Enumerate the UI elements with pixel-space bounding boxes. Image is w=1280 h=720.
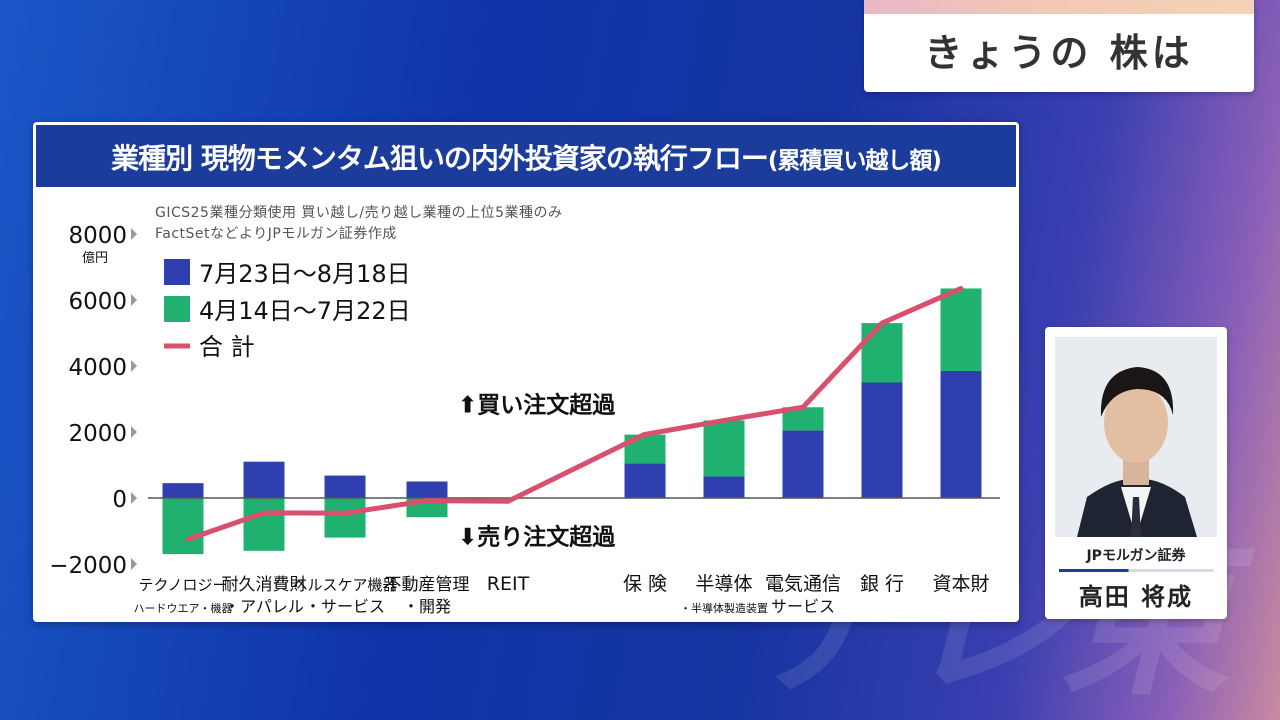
- bar: [782, 407, 824, 431]
- bar: [406, 481, 448, 498]
- chart-title: 業種別 現物モメンタム狙いの内外投資家の執行フロー(累積買い越し額): [36, 137, 1016, 177]
- y-tick-label: 8000: [68, 223, 127, 249]
- bar: [162, 498, 204, 555]
- analyst-company: JPモルガン証券: [1086, 548, 1186, 564]
- y-tick-marker: [131, 360, 137, 372]
- y-tick-label: 2000: [68, 421, 127, 447]
- bar: [243, 498, 285, 551]
- x-tick-label: 耐久消費財: [222, 575, 307, 595]
- x-tick-label: 保 険: [623, 573, 667, 595]
- x-tick-label: 半導体: [695, 573, 752, 595]
- legend-label: 7月23日〜8月18日: [199, 260, 411, 288]
- annotation: ⬆買い注文超過: [458, 391, 616, 418]
- x-tick-label: 電気通信: [765, 573, 841, 595]
- chart-note: FactSetなどよりJPモルガン証券作成: [155, 226, 397, 242]
- total-line: [185, 285, 964, 542]
- analyst-name: 高田 将成: [1078, 583, 1194, 611]
- program-title: きょうの 株は: [924, 31, 1194, 75]
- legend-label: 4月14日〜7月22日: [199, 297, 411, 325]
- x-tick-label: 資本財: [932, 573, 989, 595]
- legend-swatch: [164, 259, 190, 285]
- bar: [324, 475, 366, 498]
- x-tick-sublabel: ・アパレル: [224, 597, 304, 616]
- chart-title-bar: 業種別 現物モメンタム狙いの内外投資家の執行フロー(累積買い越し額): [36, 125, 1016, 187]
- bar: [782, 430, 824, 498]
- bar: [861, 382, 903, 498]
- bar: [624, 463, 666, 498]
- y-axis-unit: 億円: [82, 250, 108, 266]
- chart-canvas: GICS25業種分類使用 買い越し/売り越し業種の上位5業種のみ FactSetな…: [49, 204, 1000, 616]
- y-tick-label: 6000: [68, 289, 127, 315]
- y-tick-label: 4000: [68, 355, 127, 381]
- chart-note: GICS25業種分類使用 買い越し/売り越し業種の上位5業種のみ: [155, 204, 563, 221]
- bar: [162, 483, 204, 498]
- analyst-photo: [1055, 337, 1217, 537]
- bar: [703, 476, 745, 498]
- x-tick-sublabel: サービス: [771, 597, 835, 616]
- y-tick-marker: [131, 294, 137, 306]
- x-tick-sublabel: ・開発: [403, 597, 451, 616]
- y-tick-marker: [131, 492, 137, 504]
- x-tick-label: テクノロジー: [138, 576, 227, 594]
- legend-label: 合 計: [199, 333, 255, 361]
- bar: [940, 288, 982, 371]
- x-tick-label: 銀 行: [860, 573, 904, 595]
- bar: [324, 498, 366, 538]
- chart-panel: 業種別 現物モメンタム狙いの内外投資家の執行フロー(累積買い越し額) GICS2…: [33, 122, 1019, 622]
- chart-title-main: 業種別 現物モメンタム狙いの内外投資家の執行フロー: [111, 142, 769, 175]
- y-tick-marker: [131, 228, 137, 240]
- x-tick-label: ヘルスケア機器: [292, 576, 397, 594]
- bar: [940, 370, 982, 498]
- x-tick-sublabel: ・半導体製造装置: [680, 601, 768, 615]
- x-tick-label: REIT: [487, 573, 530, 595]
- y-tick-label: 0: [112, 487, 127, 513]
- bar: [861, 323, 903, 383]
- x-tick-sublabel: ハードウエア・機器: [134, 601, 233, 615]
- program-title-box: きょうの 株は: [864, 0, 1254, 92]
- name-underline: [1059, 569, 1213, 572]
- chart-title-suffix: (累積買い越し額): [767, 148, 942, 174]
- y-tick-marker: [131, 558, 137, 570]
- bar: [243, 461, 285, 498]
- x-tick-sublabel: ・サービス: [305, 597, 385, 616]
- bar: [703, 420, 745, 477]
- y-tick-marker: [131, 426, 137, 438]
- annotation: ⬇売り注文超過: [458, 523, 616, 550]
- legend-swatch: [164, 296, 190, 322]
- analyst-card: JPモルガン証券 高田 将成: [1045, 327, 1227, 619]
- title-accent-strip: [864, 0, 1254, 14]
- y-tick-label: −2000: [49, 553, 127, 579]
- x-tick-label: 不動産管理: [385, 575, 470, 595]
